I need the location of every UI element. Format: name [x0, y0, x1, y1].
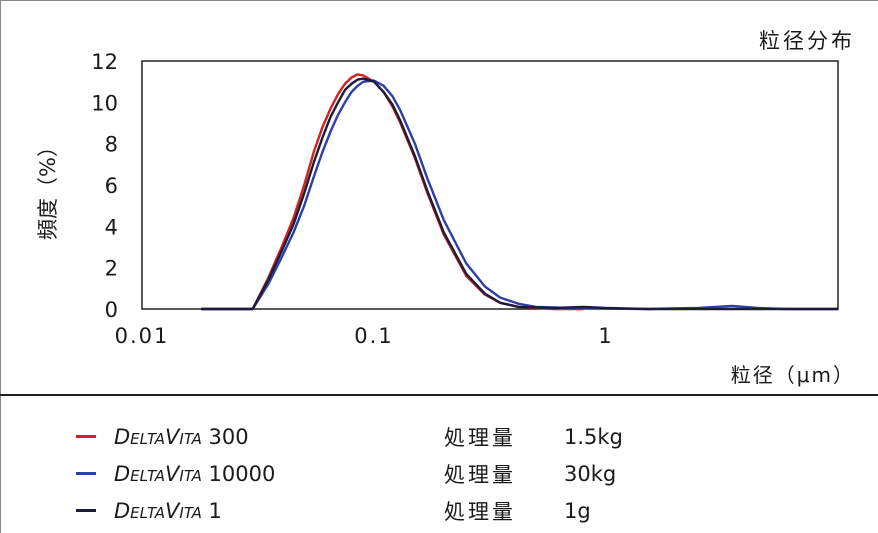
legend-series-name: DeltaVita 1 — [114, 499, 444, 523]
y-tick-label: 2 — [105, 257, 118, 281]
legend-amount: 30kg — [564, 461, 617, 486]
legend-brand: DeltaVita — [114, 498, 202, 523]
legend-left-frame-line — [0, 396, 1, 533]
y-tick-label: 0 — [105, 298, 118, 322]
legend-entry: DeltaVita 300 処理量 1.5kg — [70, 418, 830, 455]
legend-suffix: 10000 — [201, 461, 276, 486]
legend-processing-label: 処理量 — [444, 499, 516, 524]
top-frame-line — [0, 0, 878, 1]
y-tick-label: 8 — [105, 133, 118, 157]
y-axis-label: 頻度（%） — [36, 136, 60, 240]
legend-series-name: DeltaVita 300 — [114, 425, 444, 449]
y-tick-label: 12 — [91, 50, 118, 74]
legend-entry: DeltaVita 10000 処理量 30kg — [70, 455, 830, 492]
series-line-3 — [201, 77, 838, 311]
legend-suffix: 300 — [201, 424, 249, 449]
chart-title: 粒径分布 — [759, 29, 855, 53]
legend-amount: 1.5kg — [564, 424, 623, 449]
plot-area-svg: 粒径分布 頻度（%） 粒径（μm） 0 2 4 6 8 10 12 0.01 0.1 1 — [36, 29, 855, 387]
legend-swatch — [76, 509, 96, 512]
y-tick-label: 10 — [91, 91, 118, 115]
left-frame-line — [0, 0, 1, 395]
legend-processing-label: 処理量 — [444, 425, 516, 450]
legend-entry: DeltaVita 1 処理量 1g — [70, 492, 830, 529]
legend-series-name: DeltaVita 10000 — [114, 462, 444, 486]
legend-amount: 1g — [564, 498, 591, 523]
plot-frame — [141, 60, 839, 310]
legend-suffix: 1 — [201, 498, 222, 523]
y-tick-label: 4 — [105, 215, 118, 239]
series-line-2 — [201, 79, 838, 311]
legend: DeltaVita 300 処理量 1.5kg DeltaVita 10000 処理量 3… — [70, 418, 830, 529]
legend-swatch — [76, 435, 96, 438]
x-tick-label: 1 — [598, 324, 613, 348]
x-tick-label: 0.1 — [354, 324, 393, 348]
legend-swatch — [76, 472, 96, 475]
legend-processing-label: 処理量 — [444, 462, 516, 487]
chart-legend-separator — [0, 394, 878, 396]
legend-brand: DeltaVita — [114, 461, 202, 486]
legend-brand: DeltaVita — [114, 424, 202, 449]
y-tick-label: 6 — [105, 174, 118, 198]
x-tick-label: 0.01 — [115, 324, 170, 348]
series-line-1 — [201, 73, 584, 311]
x-axis-label: 粒径（μm） — [731, 363, 855, 387]
